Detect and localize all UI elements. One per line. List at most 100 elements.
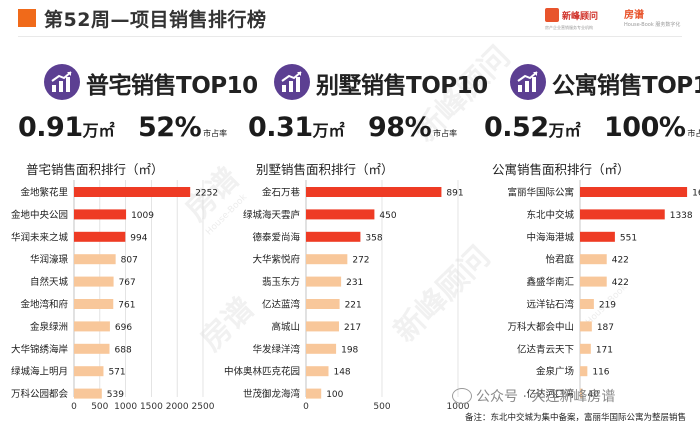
bar <box>306 231 361 242</box>
bar <box>74 366 104 377</box>
category-label: 大华锦绣海岸 <box>11 343 69 355</box>
value-label: 217 <box>344 323 361 333</box>
value-label: 358 <box>365 233 382 243</box>
value-label: 767 <box>119 278 136 288</box>
category-label: 自然天城 <box>30 276 69 288</box>
category-label: 德泰爱尚海 <box>252 231 300 243</box>
share-number: 98% <box>368 112 432 143</box>
title-accent-square <box>18 9 36 27</box>
bar <box>580 366 588 377</box>
share-label: 市占率 <box>687 129 700 138</box>
brand-logo-xinfeng: 新峰顾问 房产企业营销服务专业机构 <box>545 8 599 30</box>
xinfeng-logo-text: 新峰顾问 <box>562 11 599 22</box>
category-label: 世茂御龙海湾 <box>243 388 301 400</box>
value-label: 422 <box>612 278 629 288</box>
category-label: 鑫盛华南汇 <box>526 276 574 288</box>
xinfeng-logo-tagline: 房产企业营销服务专业机构 <box>545 25 593 30</box>
bar <box>580 187 688 197</box>
bar <box>306 299 340 309</box>
value-label: 551 <box>620 233 637 243</box>
value-label: 807 <box>121 256 138 266</box>
x-tick-label: 2500 <box>192 402 215 412</box>
value-label: 1009 <box>131 211 154 221</box>
bar <box>306 187 442 197</box>
bar <box>580 231 615 242</box>
category-label: 亿达蓝湾 <box>262 299 301 311</box>
value-label: 148 <box>333 368 350 378</box>
chart-title: 普宅销售面积排行（㎡） <box>26 162 164 177</box>
bar <box>306 343 337 354</box>
category-label: 亿达青云天下 <box>517 343 574 355</box>
area-unit: 万㎡ <box>312 121 345 140</box>
section-title: 普宅销售TOP10 <box>86 73 258 99</box>
value-label: 2252 <box>195 189 218 199</box>
market-share-value: 100%市占率 <box>604 112 700 143</box>
chart-title: 公寓销售面积排行（㎡） <box>492 162 630 177</box>
area-number: 0.31 <box>248 112 313 143</box>
value-label: 994 <box>130 233 147 243</box>
area-unit: 万㎡ <box>548 121 581 140</box>
bar <box>580 254 607 265</box>
x-tick-label: 500 <box>373 402 390 412</box>
category-label: 万科公园都会 <box>11 388 69 400</box>
category-label: 金地中央公园 <box>11 209 68 221</box>
category-label: 大华紫悦府 <box>252 254 300 266</box>
sales-area-value: 0.31万㎡ <box>248 112 345 143</box>
category-label: 怡君庭 <box>545 254 574 266</box>
value-label: 450 <box>379 211 396 221</box>
category-label: 金地湾和府 <box>20 299 68 311</box>
value-label: 219 <box>599 301 616 311</box>
value-label: 571 <box>108 368 125 378</box>
category-label: 亿达河口湾 <box>526 388 574 400</box>
share-label: 市占率 <box>203 129 228 138</box>
bar <box>74 254 116 265</box>
bar <box>306 209 375 220</box>
section-title: 公寓销售TOP10 <box>552 73 700 99</box>
bar <box>306 321 339 332</box>
value-label: 40 <box>588 390 600 400</box>
value-label: 231 <box>346 278 363 288</box>
fangpu-logo-text: 房谱 <box>624 10 644 21</box>
section-apartment: 公寓销售TOP10 0.52万㎡ 100%市占率 公寓销售面积排行（㎡） 富丽华… <box>470 56 700 426</box>
section-title: 别墅销售TOP10 <box>316 73 488 99</box>
value-label: 187 <box>597 323 614 333</box>
area-number: 0.52 <box>484 112 549 143</box>
x-tick-label: 1500 <box>140 402 163 412</box>
share-number: 100% <box>604 112 686 143</box>
category-label: 中海海港城 <box>526 231 574 243</box>
area-unit: 万㎡ <box>82 121 115 140</box>
x-tick-label: 1000 <box>447 402 470 412</box>
bar <box>74 343 110 354</box>
category-label: 东北中交城 <box>526 209 574 221</box>
bar <box>580 321 592 332</box>
value-label: 1691 <box>692 189 700 199</box>
value-label: 422 <box>612 256 629 266</box>
category-label: 华润未来之城 <box>11 231 69 243</box>
section-residential: 普宅销售TOP10 0.91万㎡ 52% 市占率 普宅销售面积排行（㎡） 0 500… <box>4 56 258 426</box>
bar <box>74 209 127 220</box>
value-label: 688 <box>115 345 132 355</box>
bar-chart-villa: 0 500 1000 金石万巷 891 绿城海天雲庐 450 德泰爱尚海 358 大华紫悦府 272… <box>224 180 470 412</box>
bar <box>580 276 607 287</box>
sales-area-value: 0.91万㎡ <box>18 112 115 143</box>
bar <box>580 209 665 220</box>
value-label: 696 <box>115 323 132 333</box>
market-share-value: 98% 市占率 <box>368 112 457 143</box>
area-number: 0.91 <box>18 112 83 143</box>
section-villa: 别墅销售TOP10 0.31万㎡ 98% 市占率 别墅销售面积排行（㎡） 0 500… <box>224 56 488 426</box>
bar <box>74 388 102 399</box>
footnote: 备注：东北中交城为集中备案，富丽华国际公寓为整层销售 <box>464 413 686 423</box>
value-label: 198 <box>341 345 358 355</box>
title-divider <box>18 36 682 37</box>
market-share-value: 52% 市占率 <box>138 112 227 143</box>
x-tick-label: 0 <box>303 402 309 412</box>
category-label: 金地繁花里 <box>20 187 68 199</box>
x-tick-label: 1000 <box>114 402 137 412</box>
bar <box>74 187 191 197</box>
bar-chart-residential: 0 500 1000 1500 2000 2500 金地繁花里 2252 金地中央公园 1009 华… <box>11 180 218 412</box>
category-label: 远洋钻石湾 <box>526 299 574 311</box>
wechat-icon <box>452 388 472 404</box>
bar <box>74 231 126 242</box>
value-label: 539 <box>107 390 124 400</box>
x-tick-label: 500 <box>91 402 108 412</box>
